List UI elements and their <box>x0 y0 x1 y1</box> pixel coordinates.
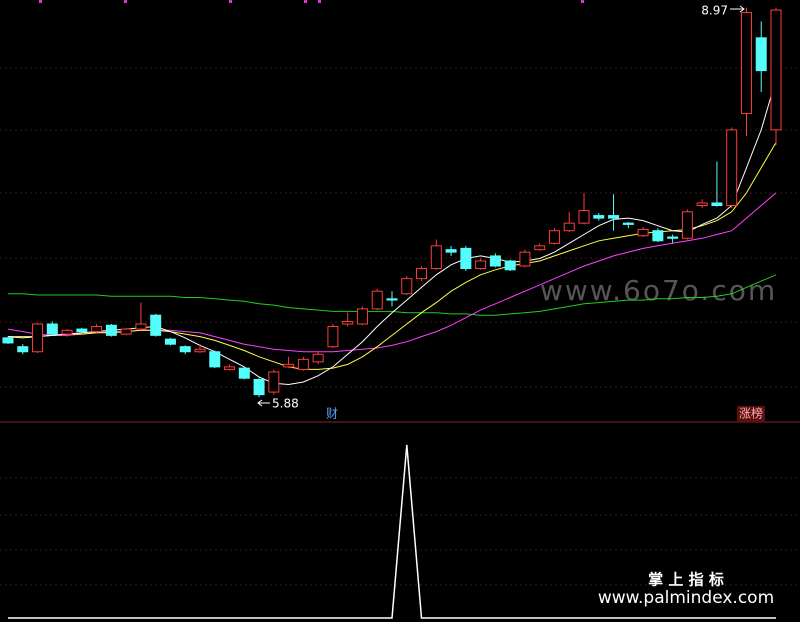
candle-body <box>268 371 280 393</box>
candle-body <box>726 129 738 207</box>
candle-body <box>194 348 206 353</box>
candle-body <box>91 326 103 333</box>
candle-body <box>445 249 457 253</box>
candle-body <box>164 338 176 345</box>
grid <box>0 67 800 586</box>
watermark: www.6o7o.com <box>540 274 777 307</box>
tag: 涨榜 <box>739 406 763 421</box>
candle-body <box>534 245 546 251</box>
candle-body <box>342 320 354 325</box>
top-markers <box>39 0 584 3</box>
indicator-line <box>8 444 776 619</box>
candle-body <box>504 260 516 271</box>
candle-body <box>608 215 620 219</box>
candle-body <box>652 230 664 242</box>
marker <box>39 0 42 3</box>
candle-body <box>386 298 398 301</box>
candle-body <box>519 251 531 267</box>
marker <box>229 0 232 3</box>
candle-body <box>637 228 649 237</box>
candle-body <box>460 247 472 270</box>
candle-body <box>548 230 560 244</box>
ma-line <box>8 274 777 316</box>
candle-body <box>593 215 605 219</box>
tag-box <box>737 406 765 422</box>
candle-body <box>17 346 29 353</box>
candle-body <box>105 324 117 336</box>
candle-body <box>430 245 442 270</box>
candle-body <box>770 9 782 131</box>
candle-body <box>32 323 44 353</box>
candle-body <box>150 314 162 336</box>
candle-body <box>238 367 250 379</box>
candle-body <box>2 337 14 344</box>
candle-body <box>416 268 428 280</box>
ma-line <box>7 192 777 353</box>
marker <box>581 0 584 3</box>
candle-body <box>120 328 132 335</box>
marker <box>318 0 321 3</box>
candle-body <box>356 308 368 325</box>
low-label: 5.88 <box>272 397 299 411</box>
candle-body <box>401 278 413 295</box>
candle-body <box>253 378 265 396</box>
candle-body <box>209 351 221 368</box>
ma-line <box>8 142 777 370</box>
candle-body <box>283 363 295 368</box>
candle-body <box>61 329 73 335</box>
candle-body <box>578 210 590 224</box>
candle-body <box>740 12 752 114</box>
candle-body <box>696 202 708 207</box>
candle-body <box>327 326 339 348</box>
candle-body <box>224 366 236 370</box>
candle-body <box>179 346 191 353</box>
candle-body <box>135 323 147 330</box>
candle-body <box>489 255 501 267</box>
candle-body <box>755 37 767 72</box>
candle-body <box>297 358 309 370</box>
marker <box>124 0 127 3</box>
candle-body <box>563 222 575 232</box>
candle-body <box>711 202 723 207</box>
marker <box>304 0 307 3</box>
arrow <box>730 5 745 13</box>
candle-body <box>681 211 693 239</box>
candle-body <box>667 236 679 239</box>
high-label: 8.97 <box>701 4 728 18</box>
brand: 掌 上 指 标 <box>648 571 724 589</box>
tag: 财 <box>326 407 338 421</box>
site: www.palmindex.com <box>598 588 774 608</box>
candle-body <box>312 353 324 363</box>
candle-body <box>76 328 88 333</box>
arrow <box>257 399 270 407</box>
candle-body <box>371 290 383 310</box>
candle-body <box>622 222 634 225</box>
candle-body <box>46 323 58 335</box>
candle-body <box>475 260 487 270</box>
